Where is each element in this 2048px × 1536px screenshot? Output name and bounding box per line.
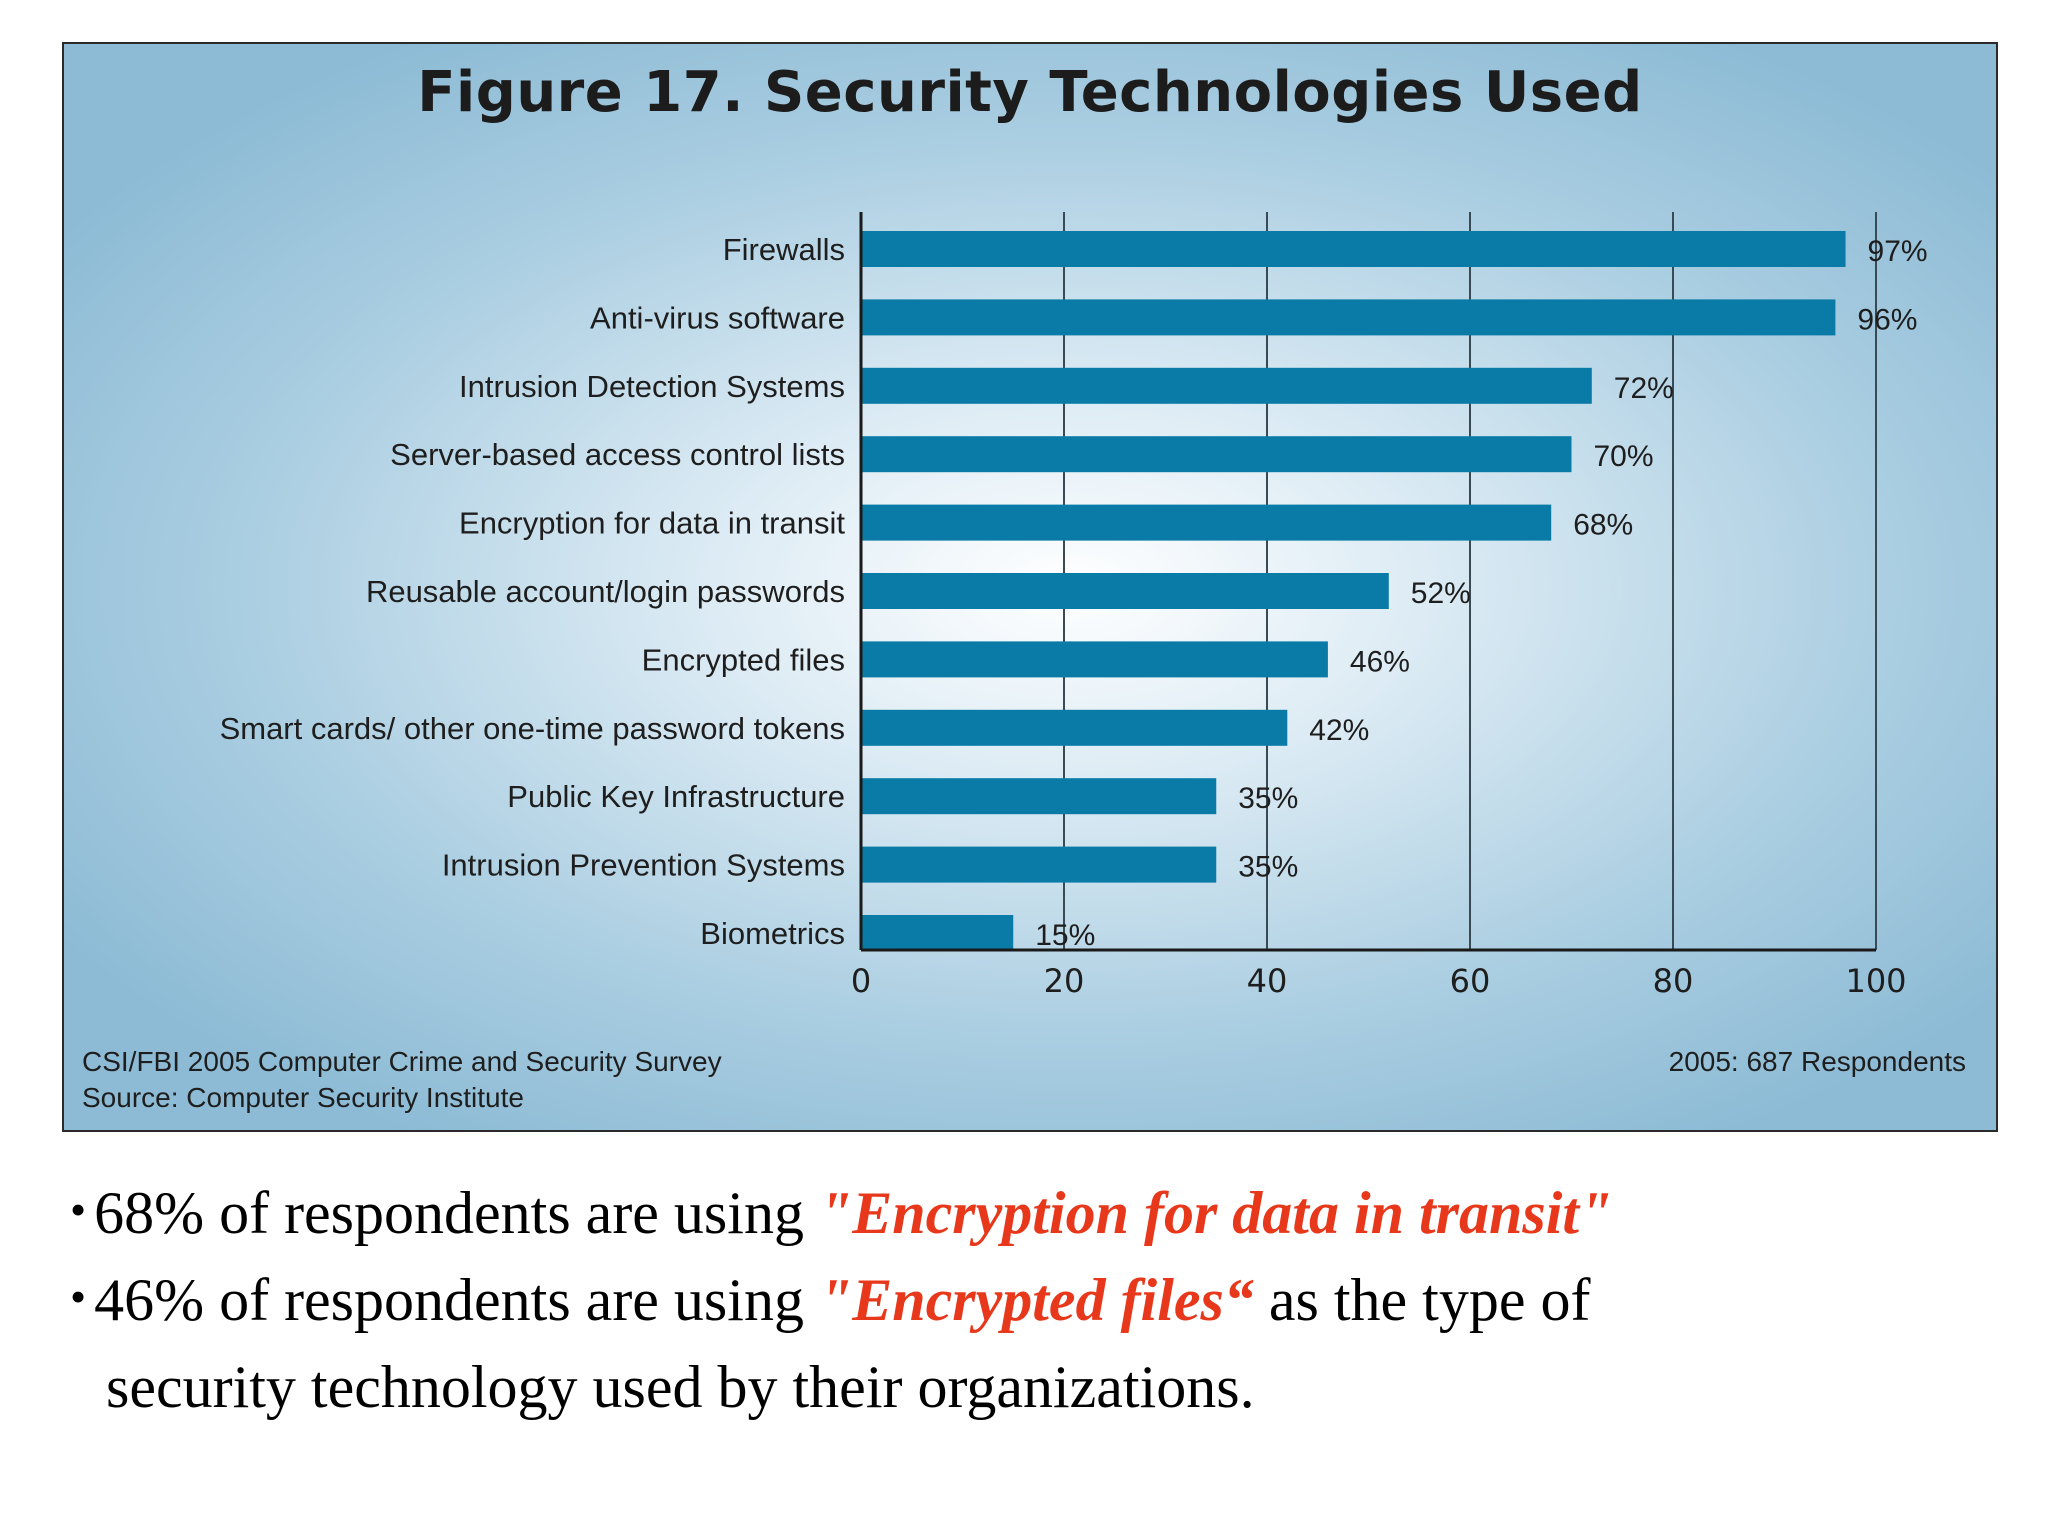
value-label: 68% [1573, 509, 1633, 542]
category-label: Firewalls [723, 232, 845, 267]
bar [861, 915, 1014, 951]
x-tick-label: 60 [1450, 962, 1491, 1000]
bar [861, 641, 1328, 678]
footer-institute: Source: Computer Security Institute [82, 1082, 524, 1113]
bar [861, 846, 1217, 883]
value-label: 52% [1411, 577, 1471, 610]
bullet-dot: • [70, 1184, 87, 1235]
category-label: Intrusion Prevention Systems [442, 848, 845, 883]
axes [859, 212, 1876, 952]
value-label: 96% [1857, 303, 1917, 336]
value-label: 70% [1594, 440, 1654, 473]
footer-source: CSI/FBI 2005 Computer Crime and Security… [82, 1044, 722, 1116]
bullet-continuation: security technology used by their organi… [106, 1354, 1255, 1420]
bullet-text-after: as the type of [1253, 1267, 1591, 1333]
value-label: 97% [1868, 235, 1928, 268]
category-label: Public Key Infrastructure [507, 779, 845, 814]
bars [861, 231, 1846, 951]
category-label: Reusable account/login passwords [366, 574, 845, 609]
x-tick-label: 80 [1653, 962, 1694, 1000]
category-label: Intrusion Detection Systems [459, 369, 845, 404]
x-tick-label: 0 [851, 962, 871, 1000]
value-label: 46% [1350, 645, 1410, 678]
value-label: 15% [1035, 919, 1095, 952]
bullet-text: 68% of respondents are using [94, 1180, 819, 1246]
category-label: Biometrics [700, 916, 845, 951]
value-label: 35% [1238, 782, 1298, 815]
bullet-item-1: • 68% of respondents are using "Encryptio… [70, 1172, 1970, 1259]
category-label: Encrypted files [642, 642, 845, 677]
bullet-text: 46% of respondents are using [94, 1267, 819, 1333]
bar [861, 573, 1389, 609]
value-label: 72% [1614, 372, 1674, 405]
x-tick-label: 20 [1044, 962, 1085, 1000]
x-tick-label: 100 [1845, 962, 1906, 1000]
bar [861, 231, 1846, 267]
bullet-dot: • [70, 1271, 87, 1322]
chart-title: Figure 17. Security Technologies Used [417, 60, 1643, 125]
value-label: 35% [1238, 851, 1298, 884]
chart-panel: Figure 17. Security Technologies Used 0 2… [62, 42, 1998, 1132]
bullet-emphasis: "Encryption for data in transit" [818, 1180, 1613, 1246]
bar [861, 709, 1288, 746]
x-tick-label: 40 [1247, 962, 1288, 1000]
category-label: Smart cards/ other one-time password tok… [220, 711, 845, 746]
bar-chart: 0 20 40 60 80 100 Firewalls 97% Anti-virus softw… [220, 212, 1928, 1000]
footer-survey: CSI/FBI 2005 Computer Crime and Security… [82, 1046, 722, 1077]
bar [861, 367, 1592, 404]
bar [861, 504, 1552, 541]
value-label: 42% [1309, 714, 1369, 747]
bar [861, 436, 1572, 473]
bar [861, 778, 1217, 815]
bar [861, 299, 1836, 336]
bullet-list: • 68% of respondents are using "Encryptio… [70, 1172, 1970, 1428]
bullet-emphasis: "Encrypted files“ [818, 1267, 1254, 1333]
category-label: Anti-virus software [590, 300, 845, 335]
category-label: Encryption for data in transit [459, 506, 845, 541]
bullet-item-2: • 46% of respondents are using "Encrypted… [70, 1259, 1970, 1346]
labels: 0 20 40 60 80 100 Firewalls 97% Anti-virus softw… [220, 232, 1928, 1000]
footer-respondents: 2005: 687 Respondents [1668, 1046, 1966, 1077]
category-label: Server-based access control lists [390, 437, 845, 472]
